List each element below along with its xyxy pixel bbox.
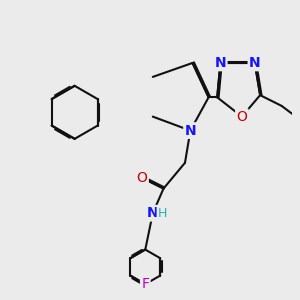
Text: N: N [249, 56, 261, 70]
Text: N: N [184, 124, 196, 138]
Text: N: N [147, 206, 159, 220]
Text: N: N [214, 56, 226, 70]
Text: O: O [136, 171, 148, 185]
Text: H: H [158, 207, 167, 220]
Text: O: O [236, 110, 247, 124]
Text: F: F [141, 277, 149, 291]
